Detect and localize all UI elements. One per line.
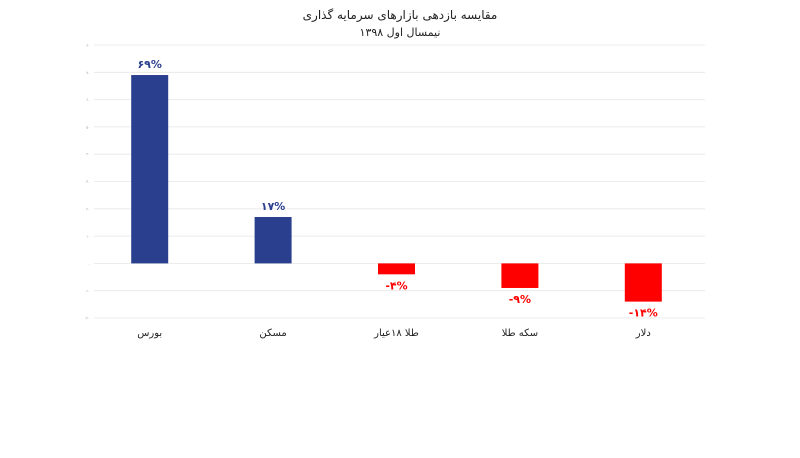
bar [254, 216, 292, 264]
x-tick-label: مسکن [259, 328, 286, 339]
bar [624, 263, 662, 302]
chart-subtitle: نیمسال اول ۱۳۹۸ [359, 26, 441, 39]
x-tick-label: طلا ۱۸عیار [373, 328, 419, 339]
y-tick-label: ۷۰ [86, 71, 90, 75]
y-tick-label: ۶۰ [86, 98, 90, 102]
x-tick-label: سکه طلا [502, 328, 538, 339]
bar [131, 75, 169, 264]
data-label: -۴% [385, 279, 407, 292]
y-tick-label: ۲۰ [86, 207, 90, 211]
y-tick-label: ۵۰ [86, 125, 90, 129]
chart-title: مقایسه بازدهی بازارهای سرمایه گذاری [302, 8, 498, 22]
y-tick-label: ۸۰ [86, 44, 90, 48]
data-label: -۱۴% [629, 307, 658, 320]
x-tick-label: دلار [635, 328, 651, 339]
data-label: -۹% [509, 293, 531, 306]
x-tick-label: بورس [137, 328, 162, 339]
y-tick-label: ۱۰ [86, 235, 90, 239]
y-tick-label: -۲۰ [85, 317, 90, 321]
y-tick-label: ۰ [88, 262, 90, 266]
y-tick-label: ۳۰ [86, 180, 90, 184]
data-label: ۶۹% [137, 58, 161, 71]
y-tick-label: ۴۰ [86, 153, 90, 157]
bar [501, 263, 539, 288]
y-tick-label: -۱۰ [85, 289, 90, 293]
bar [378, 263, 415, 275]
data-label: ۱۷% [261, 200, 285, 213]
